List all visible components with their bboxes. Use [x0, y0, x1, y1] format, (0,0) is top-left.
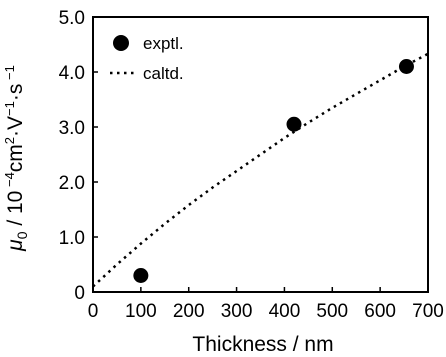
x-tick-label: 200: [173, 301, 205, 322]
x-tick-label: 600: [364, 301, 396, 322]
legend-exptl-marker: [113, 35, 129, 51]
y-axis-ticks: 0 1.0 2.0 3.0 4.0 5.0: [59, 8, 98, 304]
plot-area: 0 100 200 300 400 500 600 700 0 1.0 2.0 3.0 4.0 5.0: [59, 8, 444, 322]
legend-caltd-label: caltd.: [143, 64, 184, 83]
y-tick-label: 4.0: [59, 63, 85, 84]
x-tick-label: 400: [269, 301, 301, 322]
x-tick-label: 700: [412, 301, 444, 322]
x-axis-ticks: 0 100 200 300 400 500 600 700: [88, 287, 444, 322]
x-tick-label: 100: [125, 301, 157, 322]
y-tick-label: 5.0: [59, 8, 85, 29]
exptl-point: [286, 116, 302, 132]
y-tick-label: 2.0: [59, 173, 85, 194]
x-tick-label: 0: [88, 301, 99, 322]
y-tick-label: 0: [74, 283, 85, 304]
x-tick-label: 500: [316, 301, 348, 322]
exptl-points: [133, 59, 414, 283]
plot-frame: [92, 16, 429, 293]
x-axis-title: Thickness / nm: [192, 333, 333, 356]
y-tick-label: 1.0: [59, 228, 85, 249]
exptl-point: [133, 268, 149, 283]
caltd-dotted-line: [92, 52, 429, 288]
exptl-point: [398, 59, 414, 74]
legend-exptl-label: exptl.: [143, 34, 184, 53]
x-tick-label: 300: [221, 301, 253, 322]
y-axis-title: μ0 / 10 −4cm2·V−1·s −1: [2, 65, 30, 252]
y-tick-label: 3.0: [59, 118, 85, 139]
legend: exptl. caltd.: [110, 34, 184, 83]
